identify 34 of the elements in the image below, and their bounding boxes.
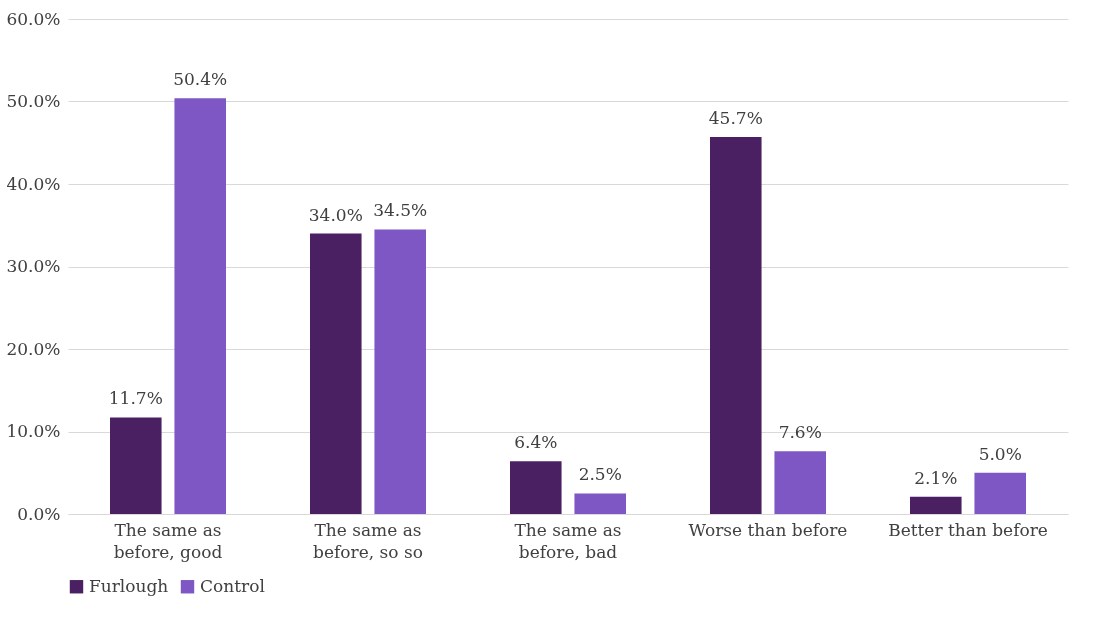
bar	[574, 493, 626, 514]
data-label: 6.4%	[514, 432, 558, 453]
data-label: 34.5%	[373, 200, 428, 221]
x-tick-label: Better than before	[888, 519, 1048, 540]
y-tick-label: 20.0%	[6, 338, 61, 359]
legend-label: Control	[200, 575, 265, 596]
bar	[974, 472, 1026, 514]
y-tick-label: 30.0%	[6, 256, 61, 276]
x-tick-label: The same as before, so so	[313, 519, 423, 562]
y-tick-label: 10.0%	[6, 421, 61, 441]
bar	[374, 229, 426, 514]
data-label: 11.7%	[108, 388, 163, 409]
data-label: 2.5%	[578, 464, 622, 485]
bar	[510, 461, 562, 514]
y-tick-label: 50.0%	[6, 91, 61, 111]
y-tick-label: 0.0%	[17, 503, 61, 524]
x-tick-label: The same as before, bad	[514, 519, 622, 562]
y-tick-label: 60.0%	[6, 8, 61, 29]
data-label: 7.6%	[778, 422, 822, 443]
data-label: 45.7%	[708, 107, 763, 128]
data-label: 2.1%	[914, 467, 958, 488]
bar	[310, 233, 362, 514]
x-tick-label: The same as before, good	[113, 519, 223, 562]
data-label: 34.0%	[308, 204, 363, 225]
bar	[110, 417, 162, 514]
x-tick-label: Worse than before	[688, 519, 848, 540]
legend-label: Furlough	[89, 575, 169, 596]
y-tick-label: 40.0%	[6, 173, 61, 194]
bar	[174, 98, 226, 514]
bar	[910, 496, 962, 514]
bar	[710, 136, 762, 514]
bar	[774, 451, 826, 514]
data-label: 50.4%	[173, 69, 228, 90]
data-label: 5.0%	[978, 443, 1022, 464]
